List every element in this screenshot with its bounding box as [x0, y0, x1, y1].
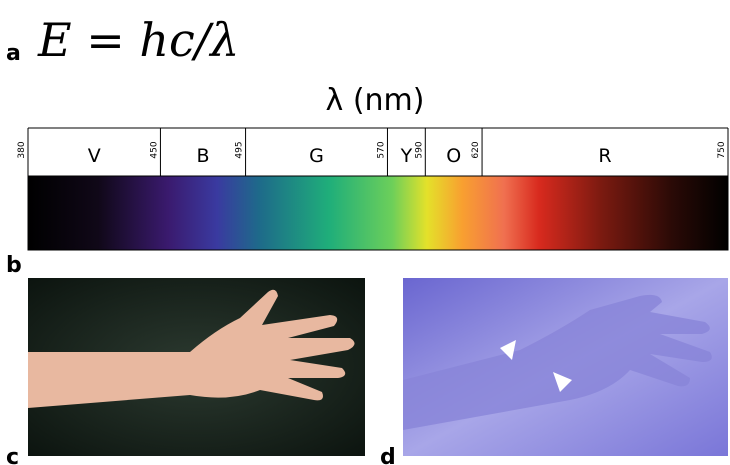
spectrum-axis: 380 450 495 570 590 620 750 V B G Y O R — [17, 128, 728, 176]
band-label: V — [88, 145, 101, 167]
axis-title: λ (nm) — [326, 83, 425, 118]
band-label: R — [598, 145, 611, 167]
photo-hand-visible — [28, 278, 365, 456]
tick-label: 495 — [235, 141, 245, 158]
panel-label: c — [6, 445, 19, 465]
photo-hand-uv — [403, 278, 728, 456]
tick-label: 570 — [376, 141, 386, 158]
band-label: Y — [400, 145, 413, 167]
tick-label: 590 — [414, 141, 424, 158]
equation: E = hc/λ — [37, 13, 239, 67]
band-label: O — [446, 145, 461, 167]
band-label: B — [196, 145, 209, 167]
tick-label: 750 — [717, 141, 727, 158]
panel-label: a — [6, 41, 21, 66]
figure: a E = hc/λ λ (nm) 380 450 495 570 590 620 750 V… — [0, 0, 730, 465]
tick-label: 450 — [149, 141, 159, 158]
tick-label: 380 — [17, 141, 27, 158]
band-label: G — [309, 145, 324, 167]
panel-label: d — [380, 445, 396, 465]
panel-label: b — [6, 253, 22, 278]
tick-label: 620 — [471, 141, 481, 158]
spectrum-bar — [28, 176, 728, 250]
